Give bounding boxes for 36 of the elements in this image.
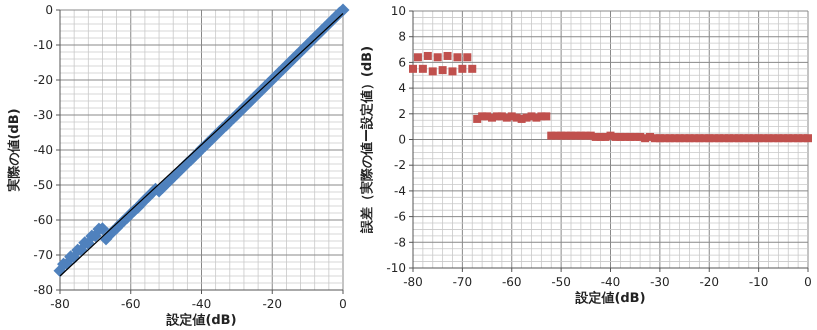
y-tick-label: 0 [45, 3, 53, 17]
x-tick-label: -20 [699, 275, 720, 289]
x-tick-label: -50 [551, 275, 571, 289]
x-tick-label: -80 [50, 297, 70, 311]
x-tick-label: -40 [192, 297, 212, 311]
y-axis-title: 誤差（実際の値ー設定値）(dB) [359, 46, 375, 234]
x-tick-label: 0 [804, 275, 812, 289]
y-tick-label: 10 [390, 4, 406, 18]
x-tick-label: -70 [452, 275, 472, 289]
y-tick-label: 2 [398, 106, 406, 121]
x-axis-title: 設定値(dB) [165, 312, 237, 328]
y-tick-label: 4 [398, 81, 406, 96]
y-tick-label: 8 [398, 30, 406, 44]
y-tick-label: -6 [394, 210, 406, 224]
y-tick-label: -40 [33, 143, 53, 157]
y-axis-title: 実際の値(dB) [6, 108, 22, 193]
x-tick-label: -40 [600, 275, 620, 289]
y-tick-label: -50 [33, 178, 53, 192]
y-tick-label: -2 [394, 158, 406, 172]
x-axis-title: 設定値(dB) [574, 290, 646, 306]
y-tick-label: 0 [398, 132, 406, 146]
y-tick-label: -30 [33, 108, 53, 122]
x-tick-label: -60 [502, 275, 522, 289]
y-tick-label: -70 [33, 248, 53, 262]
x-tick-label: -10 [748, 275, 768, 289]
x-tick-label: -60 [120, 297, 141, 311]
y-tick-label: -10 [33, 38, 53, 52]
y-tick-label: -4 [394, 184, 406, 198]
y-tick-label: -10 [386, 261, 406, 275]
y-tick-label: -20 [33, 73, 53, 87]
y-tick-label: 6 [398, 55, 406, 70]
x-tick-label: -30 [650, 275, 670, 289]
y-tick-label: -8 [394, 235, 406, 250]
x-tick-label: -20 [262, 297, 282, 311]
y-tick-label: -60 [33, 213, 53, 227]
x-tick-label: 0 [339, 297, 347, 311]
